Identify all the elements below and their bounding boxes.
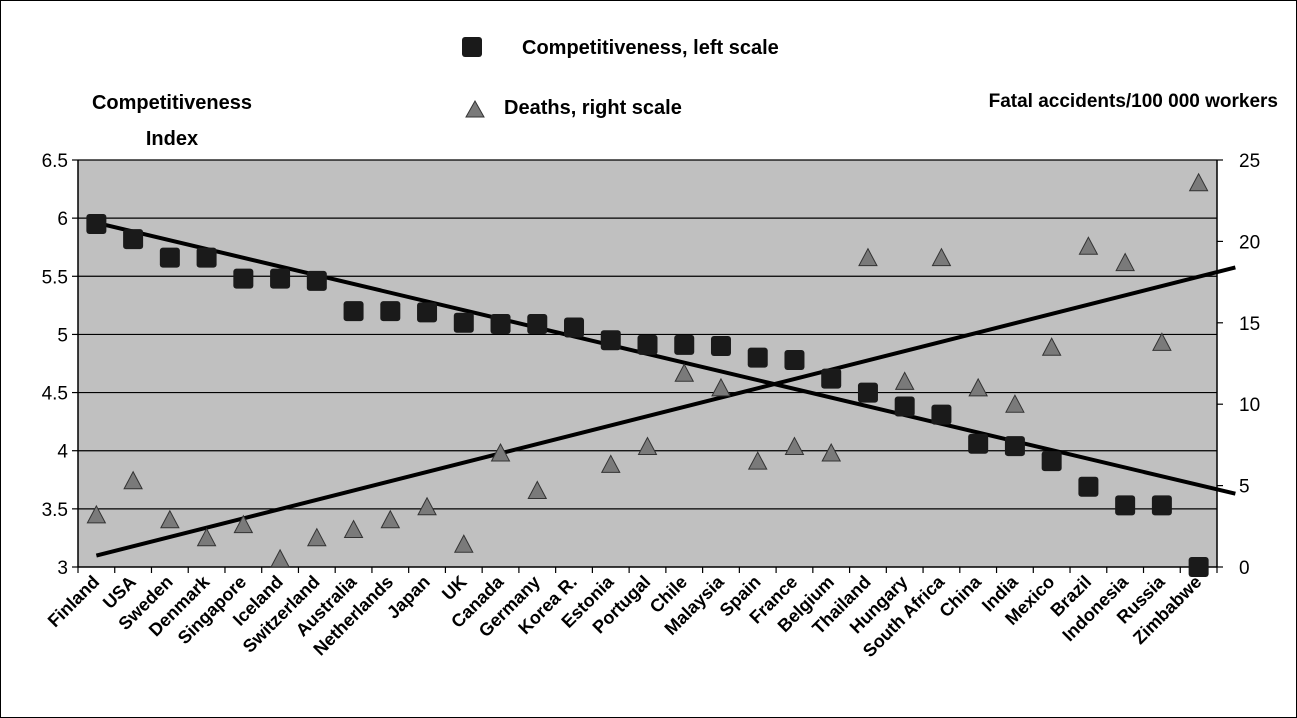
- right-tick-label: 25: [1239, 151, 1260, 172]
- competitiveness-point: [1078, 476, 1099, 497]
- deaths-point: [968, 377, 989, 397]
- competitiveness-point: [931, 404, 952, 425]
- right-tick-label: 15: [1239, 314, 1260, 335]
- right-tick-label: 20: [1239, 232, 1260, 253]
- competitiveness-point: [637, 334, 658, 355]
- deaths-point: [490, 442, 511, 462]
- right-tick-label: 10: [1239, 395, 1260, 416]
- legend: Competitiveness, left scale Deaths, righ…: [462, 37, 779, 119]
- competitiveness-point: [1004, 436, 1025, 457]
- competitiveness-point: [417, 302, 438, 323]
- legend-square-icon: [462, 37, 482, 57]
- deaths-point: [306, 527, 327, 547]
- competitiveness-point: [674, 334, 695, 355]
- deaths-point: [380, 509, 401, 529]
- competitiveness-point: [527, 313, 548, 334]
- competitiveness-point: [821, 368, 842, 389]
- axes: [72, 159, 1223, 573]
- competitiveness-point: [1151, 495, 1172, 516]
- deaths-point: [417, 496, 437, 516]
- competitiveness-point: [123, 229, 144, 250]
- data-marks: [86, 172, 1209, 577]
- competitiveness-point: [453, 312, 474, 333]
- legend-label-deaths: Deaths, right scale: [504, 97, 682, 119]
- competitiveness-point: [784, 350, 805, 371]
- competitiveness-point: [1041, 451, 1062, 472]
- deaths-point: [784, 436, 805, 456]
- deaths-point: [711, 377, 731, 397]
- deaths-point: [527, 480, 548, 499]
- category-label: Finland: [44, 572, 103, 631]
- deaths-point: [894, 371, 915, 390]
- deaths-point: [453, 534, 474, 553]
- deaths-point: [747, 451, 768, 470]
- deaths-point: [821, 442, 842, 462]
- competitiveness-point: [306, 270, 327, 291]
- left-tick-label: 4: [57, 442, 68, 463]
- gridlines: [78, 159, 1217, 510]
- trendlines: [95, 220, 1236, 558]
- deaths-point: [858, 247, 878, 267]
- deaths-point: [600, 454, 621, 473]
- left-tick-label: 4.5: [42, 384, 68, 405]
- deaths-point: [1078, 236, 1099, 255]
- deaths-point: [931, 247, 952, 267]
- competitiveness-point: [1115, 495, 1136, 516]
- right-tick-label: 5: [1239, 477, 1250, 498]
- competitiveness-point: [86, 213, 107, 234]
- left-tick-label: 5.5: [42, 267, 68, 288]
- competitiveness-point: [233, 268, 254, 289]
- left-axis-title-line2: Index: [146, 128, 198, 150]
- legend-label-competitiveness: Competitiveness, left scale: [522, 37, 779, 59]
- right-axis-title: Fatal accidents/100 000 workers: [989, 91, 1278, 112]
- deaths-point: [270, 548, 290, 568]
- left-tick-label: 6: [57, 209, 68, 230]
- competitiveness-point: [600, 330, 621, 351]
- left-tick-label: 6.5: [42, 151, 68, 172]
- competitiveness-point: [710, 336, 731, 357]
- left-axis-title-line1: Competitiveness: [92, 92, 252, 114]
- competitiveness-point: [159, 247, 180, 268]
- plot-background: [78, 160, 1217, 567]
- trendline: [95, 220, 1236, 496]
- deaths-point: [1152, 332, 1172, 351]
- category-label: China: [935, 571, 985, 621]
- deaths-point: [674, 363, 695, 382]
- deaths-point: [233, 514, 254, 534]
- competitiveness-point: [1188, 557, 1209, 577]
- deaths-point: [1188, 172, 1209, 192]
- competitiveness-point: [747, 347, 768, 368]
- deaths-point: [1041, 337, 1062, 356]
- plot-area: [78, 160, 1217, 567]
- left-tick-label: 3.5: [42, 500, 68, 521]
- deaths-point: [160, 509, 180, 529]
- deaths-point: [196, 527, 217, 547]
- competitiveness-point: [196, 247, 217, 268]
- competitiveness-point: [564, 317, 585, 338]
- competitiveness-point: [490, 313, 511, 334]
- deaths-point: [343, 519, 364, 539]
- competitiveness-point: [343, 301, 364, 322]
- trendline: [95, 265, 1236, 558]
- competitiveness-point: [380, 301, 401, 322]
- deaths-point: [123, 470, 143, 490]
- left-tick-label: 3: [57, 558, 68, 579]
- deaths-point: [637, 436, 658, 456]
- deaths-point: [1005, 394, 1025, 413]
- competitiveness-point: [270, 268, 291, 289]
- competitiveness-point: [968, 433, 989, 454]
- competitiveness-point: [857, 382, 878, 403]
- legend-triangle-icon: [465, 99, 485, 118]
- left-tick-label: 5: [57, 325, 68, 346]
- deaths-point: [86, 504, 107, 524]
- right-tick-label: 0: [1239, 558, 1250, 579]
- deaths-point: [1115, 252, 1135, 272]
- competitiveness-point: [894, 396, 915, 417]
